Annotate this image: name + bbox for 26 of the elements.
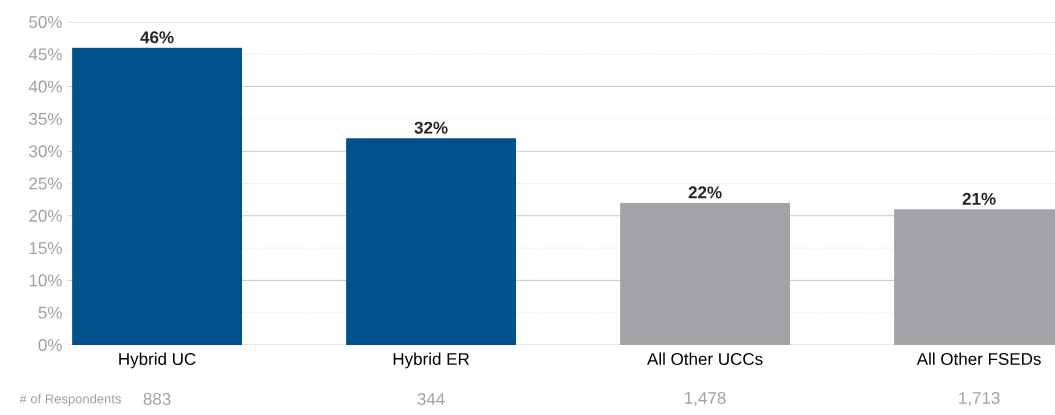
data-label: 21% [962, 192, 996, 205]
x-tick-label: Hybrid ER [393, 352, 469, 369]
text: 1,478 [685, 391, 726, 407]
bar [72, 47, 243, 345]
x-tick-label: All Other UCCs [647, 352, 763, 366]
data-label: 22% [688, 186, 722, 199]
y-tick-label: 0% [38, 338, 62, 352]
data-label: 32% [414, 121, 448, 134]
x-tick-label: Hybrid UC [119, 352, 196, 369]
y-tick-label: 10% [29, 274, 62, 287]
y-tick-label: 25% [29, 177, 62, 190]
y-tick-label: 35% [29, 112, 62, 125]
y-tick-label: 40% [28, 80, 62, 93]
text: 883 [143, 392, 171, 406]
text: # of Respondents [19, 393, 121, 407]
y-tick-label: 30% [29, 145, 62, 158]
y-tick-label: 45% [28, 48, 62, 61]
x-tick-label: All Other FSEDs [916, 352, 1041, 366]
text: 344 [417, 392, 445, 406]
y-tick-label: 20% [29, 209, 62, 222]
bar [346, 138, 517, 345]
y-tick-label: 50% [29, 15, 62, 29]
y-tick-label: 15% [29, 242, 62, 255]
data-label: 46% [140, 31, 174, 44]
y-tick-label: 5% [38, 306, 62, 319]
text: 1,713 [959, 391, 1000, 407]
